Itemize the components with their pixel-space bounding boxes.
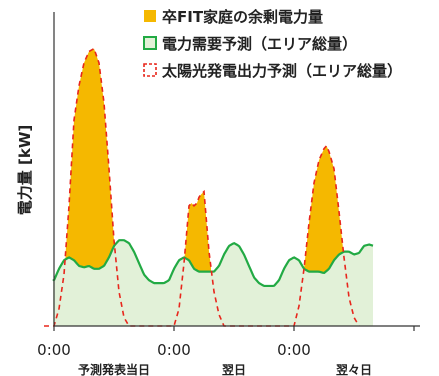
legend-label-solar: 太陽光発電出力予測（エリア総量） [162, 62, 402, 80]
demand-series-line [52, 239, 374, 288]
legend-label-surplus: 卒FIT家庭の余剰電力量 [162, 8, 323, 26]
x-tick-label-0: 0:00 [37, 341, 71, 359]
legend-label-demand: 電力需要予測（エリア総量） [162, 35, 357, 53]
legend-swatch-solar [143, 63, 157, 77]
day-label-2: 翌々日 [336, 363, 372, 376]
legend: 卒FIT家庭の余剰電力量 電力需要予測（エリア総量） 太陽光発電出力予測（エリア… [143, 8, 402, 80]
solar-series-line [44, 47, 360, 327]
x-tick-label-2: 0:00 [277, 341, 311, 359]
day-label-0: 予測発表当日 [78, 362, 150, 376]
legend-swatch-surplus [144, 10, 156, 22]
y-axis-label: 電力量 [kW] [16, 125, 34, 215]
legend-swatch-demand [143, 36, 157, 50]
surplus-energy-fill [65, 48, 343, 274]
day-label-1: 翌日 [222, 363, 246, 376]
x-tick-label-1: 0:00 [157, 341, 191, 359]
